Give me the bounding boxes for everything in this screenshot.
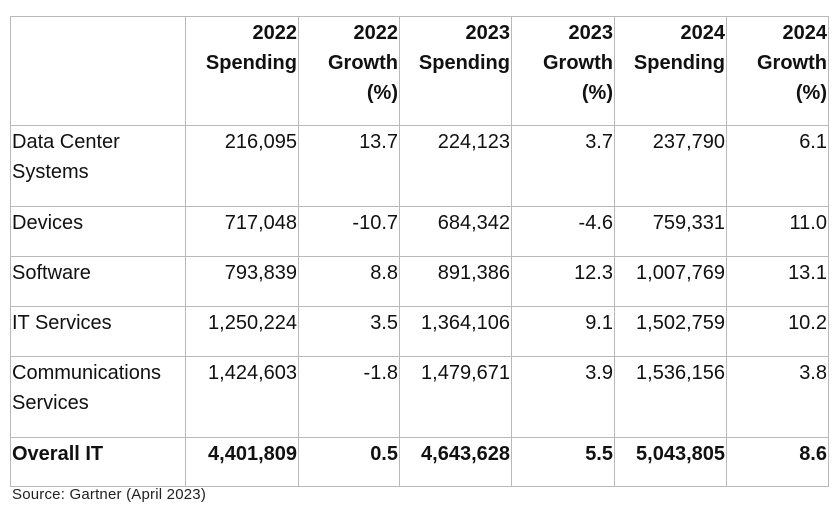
- cell-2024-spending: 759,331: [614, 206, 727, 257]
- cell-2023-spending: 891,386: [399, 256, 512, 307]
- cell-2023-spending: 1,479,671: [399, 356, 512, 438]
- cell-2022-spending: 717,048: [185, 206, 299, 257]
- header-2024-growth: 2024 Growth (%): [726, 16, 829, 126]
- header-2024-spending: 2024 Spending: [614, 16, 727, 126]
- header-row: 2022 Spending 2022 Growth (%) 2023 Spend…: [10, 16, 829, 126]
- table-row: Communications Services 1,424,603 -1.8 1…: [10, 356, 829, 438]
- total-row: Overall IT 4,401,809 0.5 4,643,628 5.5 5…: [10, 437, 829, 487]
- cell-2022-growth: 8.8: [298, 256, 400, 307]
- cell-2022-growth: 13.7: [298, 125, 400, 207]
- cell-2022-growth: -10.7: [298, 206, 400, 257]
- source-note: Source: Gartner (April 2023): [12, 486, 207, 503]
- cell-2023-spending: 224,123: [399, 125, 512, 207]
- cell-2022-spending: 1,424,603: [185, 356, 299, 438]
- cell-2023-growth: 5.5: [511, 437, 615, 487]
- cell-2024-growth: 8.6: [726, 437, 829, 487]
- row-label: Communications Services: [10, 356, 186, 438]
- cell-2023-spending: 4,643,628: [399, 437, 512, 487]
- row-label: Overall IT: [10, 437, 186, 487]
- table-row: IT Services 1,250,224 3.5 1,364,106 9.1 …: [10, 306, 829, 357]
- header-2022-spending: 2022 Spending: [185, 16, 299, 126]
- row-label: Software: [10, 256, 186, 307]
- cell-2023-growth: -4.6: [511, 206, 615, 257]
- cell-2024-spending: 237,790: [614, 125, 727, 207]
- cell-2024-spending: 5,043,805: [614, 437, 727, 487]
- header-2022-growth: 2022 Growth (%): [298, 16, 400, 126]
- cell-2024-spending: 1,502,759: [614, 306, 727, 357]
- header-category: [10, 16, 186, 126]
- cell-2023-growth: 9.1: [511, 306, 615, 357]
- cell-2023-spending: 684,342: [399, 206, 512, 257]
- cell-2022-spending: 1,250,224: [185, 306, 299, 357]
- cell-2022-growth: 3.5: [298, 306, 400, 357]
- cell-2023-spending: 1,364,106: [399, 306, 512, 357]
- cell-2024-growth: 11.0: [726, 206, 829, 257]
- cell-2024-spending: 1,536,156: [614, 356, 727, 438]
- row-label: Data Center Systems: [10, 125, 186, 207]
- table-row: Devices 717,048 -10.7 684,342 -4.6 759,3…: [10, 206, 829, 257]
- row-label: Devices: [10, 206, 186, 257]
- cell-2022-spending: 793,839: [185, 256, 299, 307]
- cell-2023-growth: 12.3: [511, 256, 615, 307]
- cell-2022-growth: -1.8: [298, 356, 400, 438]
- cell-2024-spending: 1,007,769: [614, 256, 727, 307]
- cell-2022-growth: 0.5: [298, 437, 400, 487]
- cell-2024-growth: 6.1: [726, 125, 829, 207]
- header-2023-spending: 2023 Spending: [399, 16, 512, 126]
- cell-2023-growth: 3.7: [511, 125, 615, 207]
- table-row: Software 793,839 8.8 891,386 12.3 1,007,…: [10, 256, 829, 307]
- header-2023-growth: 2023 Growth (%): [511, 16, 615, 126]
- table-row: Data Center Systems 216,095 13.7 224,123…: [10, 125, 829, 207]
- cell-2022-spending: 216,095: [185, 125, 299, 207]
- cell-2022-spending: 4,401,809: [185, 437, 299, 487]
- cell-2024-growth: 3.8: [726, 356, 829, 438]
- cell-2024-growth: 10.2: [726, 306, 829, 357]
- row-label: IT Services: [10, 306, 186, 357]
- cell-2024-growth: 13.1: [726, 256, 829, 307]
- cell-2023-growth: 3.9: [511, 356, 615, 438]
- it-spending-table: 2022 Spending 2022 Growth (%) 2023 Spend…: [10, 16, 829, 487]
